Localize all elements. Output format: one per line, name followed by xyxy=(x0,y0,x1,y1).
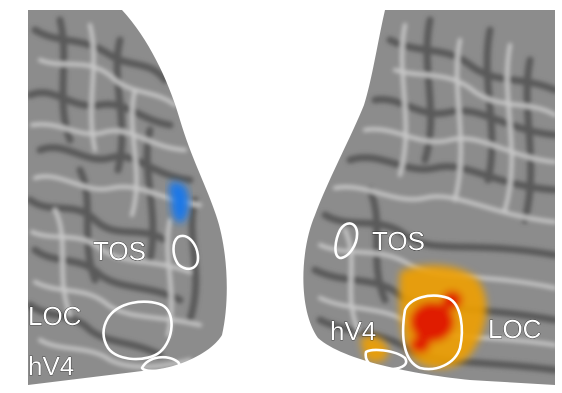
right-loc-label: LOC xyxy=(488,314,541,344)
right-sulci-pattern xyxy=(311,16,555,374)
left-tos-outline xyxy=(172,234,200,271)
right-loc-outline xyxy=(401,294,464,371)
right-hv4-outline xyxy=(364,348,408,371)
right-hv4-label: hV4 xyxy=(330,316,376,346)
left-hv4-outline xyxy=(140,355,181,373)
roi-outlines xyxy=(102,222,464,373)
roi-labels: TOS LOC hV4 TOS hV4 LOC xyxy=(28,226,542,382)
right-tos-label: TOS xyxy=(372,226,425,256)
right-tos-outline xyxy=(334,222,359,260)
left-loc-outline xyxy=(102,300,173,361)
left-tos-label: TOS xyxy=(93,236,146,266)
left-sulci-pattern xyxy=(28,16,202,369)
left-cortex-base xyxy=(28,10,227,385)
left-loc-label: LOC xyxy=(28,301,81,331)
left-deactivation-blob xyxy=(169,181,189,223)
left-hv4-label: hV4 xyxy=(28,351,74,381)
left-hemisphere-surface xyxy=(28,10,227,385)
